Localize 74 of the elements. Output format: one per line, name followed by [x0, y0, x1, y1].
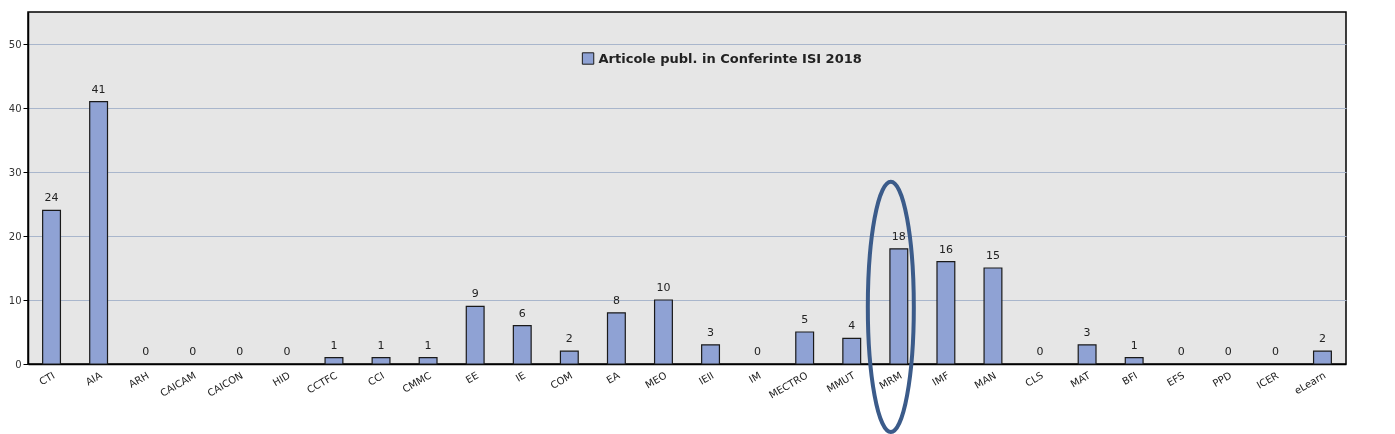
data-label: 5 — [801, 313, 809, 326]
data-label: 0 — [754, 345, 762, 358]
x-tick-label: CLS — [1023, 369, 1046, 389]
x-tick-label: EA — [604, 369, 622, 386]
bar — [1077, 344, 1097, 365]
x-tick-label: COM — [548, 369, 575, 391]
data-label: 1 — [330, 338, 338, 352]
x-tick-label: BFI — [1120, 369, 1140, 387]
x-tick-label: HID — [270, 369, 293, 389]
x-tick-label: CTI — [37, 369, 57, 388]
data-label: 16 — [938, 242, 953, 256]
y-tick-label: 30 — [8, 166, 22, 178]
x-tick-label: PPD — [1210, 369, 1234, 390]
y-tick-label: 20 — [8, 230, 22, 242]
data-label: 2 — [1318, 332, 1326, 346]
bar — [795, 331, 815, 365]
x-tick-label: IM — [747, 369, 763, 385]
data-label: 0 — [142, 345, 150, 358]
data-label: 2 — [565, 332, 573, 346]
data-label: 4 — [848, 319, 856, 333]
data-label: 6 — [518, 306, 526, 320]
x-tick-label: IE — [513, 369, 528, 384]
bar — [936, 261, 956, 365]
data-label: 3 — [707, 325, 715, 339]
bar — [606, 312, 626, 365]
x-tick-label: MAN — [972, 369, 998, 391]
bar — [42, 209, 62, 365]
x-tick-label: ARH — [126, 369, 151, 390]
bar — [983, 267, 1003, 365]
x-tick-label: MEO — [643, 369, 669, 391]
data-label: 0 — [1177, 345, 1185, 358]
y-tick-label: 10 — [8, 294, 22, 306]
data-label: 1 — [1130, 338, 1138, 352]
data-label: 41 — [91, 82, 106, 96]
data-label: 18 — [891, 229, 906, 243]
data-label: 3 — [1083, 325, 1091, 339]
bar — [512, 325, 532, 365]
data-label: 10 — [656, 281, 671, 294]
bar — [324, 357, 344, 365]
bar — [371, 357, 391, 365]
bar — [418, 357, 438, 365]
x-tick-label: EFS — [1164, 369, 1187, 389]
data-label: 0 — [236, 345, 244, 358]
data-label: 1 — [377, 338, 385, 352]
data-label: 0 — [283, 345, 291, 358]
data-label: 24 — [44, 191, 59, 205]
x-tick-label: ICER — [1254, 369, 1281, 391]
data-label: 9 — [471, 287, 479, 301]
data-label: 0 — [189, 345, 197, 358]
bar — [842, 337, 862, 365]
bar — [889, 248, 909, 365]
bar — [1124, 357, 1144, 365]
y-tick-label: 40 — [8, 102, 22, 114]
data-label: 8 — [612, 293, 620, 307]
bar — [1312, 350, 1332, 365]
y-tick-label: 50 — [8, 38, 22, 50]
data-label: 0 — [1224, 345, 1232, 358]
x-tick-label: MAT — [1068, 369, 1093, 390]
data-label: 15 — [985, 249, 1000, 262]
bar — [653, 299, 673, 365]
data-label: 0 — [1036, 345, 1044, 358]
data-label: 1 — [424, 338, 432, 352]
bar — [559, 350, 579, 365]
data-label: 0 — [1271, 345, 1279, 358]
bar — [701, 344, 721, 365]
x-tick-label: EE — [463, 369, 481, 386]
x-tick-label: IEII — [696, 369, 716, 387]
x-tick-label: CCI — [365, 369, 387, 388]
bar — [465, 305, 485, 365]
y-tick-label: 0 — [15, 358, 22, 370]
x-tick-label: AIA — [83, 369, 104, 388]
bar — [89, 101, 109, 365]
legend-label: Articole publ. in Conferinte ISI 2018 — [598, 50, 862, 66]
x-tick-label: IMF — [930, 369, 952, 388]
